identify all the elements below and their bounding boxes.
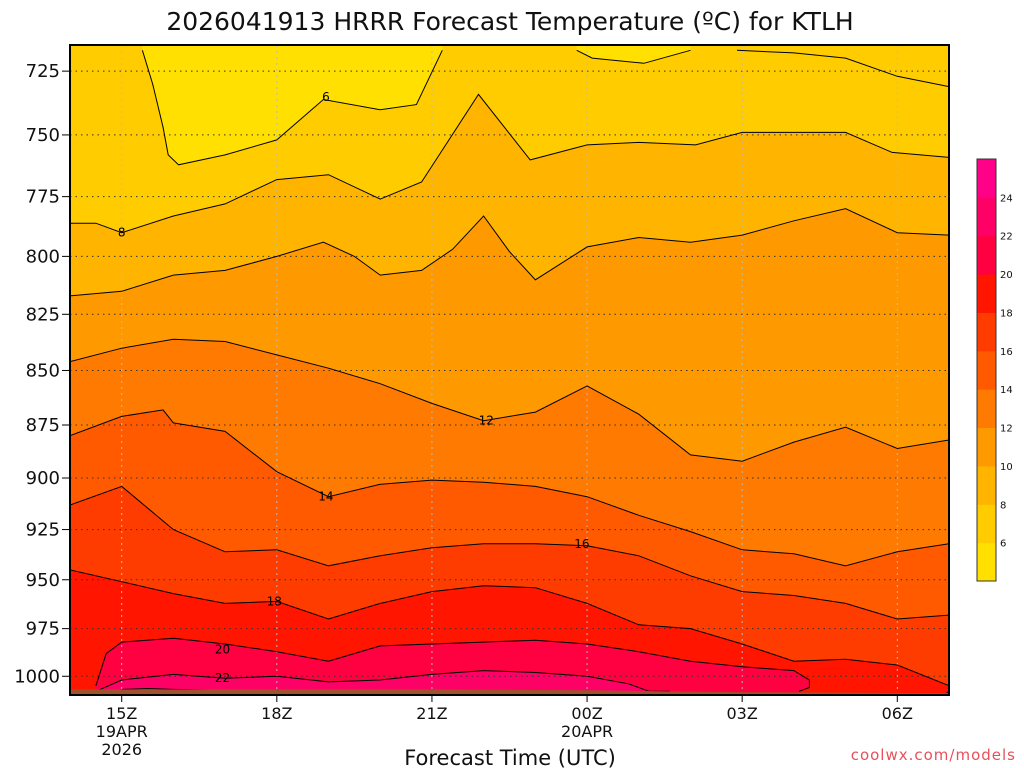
contour-line-8-3: [736, 49, 949, 88]
colorbar-tick-16: 16: [1000, 347, 1013, 358]
colorbar-tick-14: 14: [1000, 385, 1013, 396]
y-axis: 725 750 775 800 825 850 875 900 925 950 975 1000: [14, 61, 70, 687]
x-tick-date-15Z: 19APR: [96, 722, 148, 741]
colorbar-tick-24: 24: [1000, 193, 1013, 204]
colorbar-tick-18: 18: [1000, 308, 1013, 319]
colorbar-tick-6: 6: [1000, 539, 1006, 550]
x-tick-label-18Z: 18Z: [261, 704, 292, 723]
x-tick-year-15Z: 2026: [101, 740, 142, 759]
contour-line-14-6: [70, 409, 949, 567]
grid-lines: [70, 45, 949, 695]
y-tick-label-750: 750: [26, 125, 60, 146]
contour-lines: [70, 49, 949, 695]
y-tick-label-925: 925: [26, 520, 60, 541]
contour-label-20: 20: [215, 643, 230, 657]
colorbar-tick-10: 10: [1000, 462, 1013, 473]
colorbar-bin-8-10: [977, 465, 996, 505]
y-tick-label-725: 725: [26, 61, 60, 82]
contour-label-14: 14: [318, 490, 333, 504]
colorbar-bin-18-20: [977, 274, 996, 313]
contour-line-16-7: [70, 485, 949, 620]
contour-line-6-1: [576, 49, 691, 64]
plot-area: 6 8 12 14 16 18 20 22: [70, 45, 949, 695]
y-tick-label-775: 775: [26, 187, 60, 208]
fill-band-below-6-1: [576, 45, 691, 64]
surface-area: [70, 689, 949, 695]
chart-title: 2026041913 HRRR Forecast Temperature (ºC…: [166, 7, 853, 36]
x-tick-label-06Z: 06Z: [882, 704, 913, 723]
colorbar-bin-12-14: [977, 389, 996, 429]
colorbar-bin-10-12: [977, 427, 996, 467]
colorbar: 6 8 10 12 14 16 18 20 22 24: [976, 158, 1013, 582]
y-tick-label-975: 975: [26, 619, 60, 640]
contour-line-20-9: [95, 637, 810, 692]
contour-line-8-2: [70, 93, 949, 234]
y-tick-label-875: 875: [26, 415, 60, 436]
contour-line-22-10: [95, 670, 670, 692]
y-tick-label-825: 825: [26, 304, 60, 325]
contour-fills: [70, 45, 949, 695]
credit-text[interactable]: coolwx.com/models: [851, 746, 1016, 764]
contour-line-18-8: [70, 569, 949, 695]
y-tick-label-950: 950: [26, 570, 60, 591]
colorbar-bin-14-16: [977, 350, 996, 390]
contour-label-8: 8: [118, 226, 126, 240]
colorbar-bin-4-6: [977, 542, 996, 582]
colorbar-frame: [976, 158, 997, 582]
y-tick-label-850: 850: [26, 360, 60, 381]
fill-band-top-right-6-8: [737, 45, 949, 87]
x-axis-label: Forecast Time (UTC): [404, 746, 616, 768]
fill-band-below-6-0: [142, 45, 443, 165]
colorbar-tick-20: 20: [1000, 270, 1013, 281]
x-tick-label-03Z: 03Z: [727, 704, 758, 723]
contour-label-6: 6: [322, 90, 330, 104]
contour-label-18: 18: [267, 594, 282, 608]
y-tick-label-1000: 1000: [14, 666, 60, 687]
x-tick-date-00Z: 20APR: [561, 722, 613, 741]
y-tick-label-900: 900: [26, 468, 60, 489]
contour-labels: 6 8 12 14 16 18 20 22: [118, 90, 590, 685]
x-tick-label-21Z: 21Z: [416, 704, 447, 723]
contour-label-22: 22: [215, 671, 230, 685]
contour-line-12-5: [70, 338, 949, 462]
x-tick-label-00Z: 00Z: [571, 704, 602, 723]
colorbar-bin-6-8: [977, 504, 996, 544]
colorbar-tick-8: 8: [1000, 500, 1006, 511]
contour-line-10-4: [70, 208, 949, 297]
colorbar-bin-16-18: [977, 312, 996, 352]
fill-band-above-22: [95, 670, 670, 695]
colorbar-tick-22: 22: [1000, 232, 1013, 243]
y-tick-label-800: 800: [26, 246, 60, 267]
colorbar-tick-12: 12: [1000, 424, 1013, 435]
contour-label-12: 12: [479, 414, 494, 428]
colorbar-bin-24-26: [977, 159, 996, 198]
x-tick-label-15Z: 15Z: [106, 704, 137, 723]
ground-surface: [70, 689, 949, 695]
colorbar-bin-20-22: [977, 235, 996, 275]
contour-label-16: 16: [574, 537, 589, 551]
colorbar-bin-22-24: [977, 197, 996, 237]
contour-line-6-0: [141, 50, 443, 166]
